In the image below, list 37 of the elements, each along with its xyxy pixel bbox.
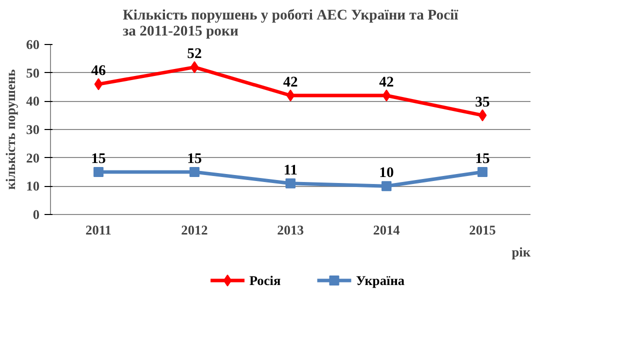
y-tick-label: 30 [26,122,40,137]
y-tick-label: 50 [26,65,40,80]
point [286,90,295,102]
point [190,167,200,177]
x-tick-label: 2015 [469,222,496,238]
y-axis-title: кількість порушень [3,69,18,190]
x-axis-title: рік [512,244,531,260]
point [190,61,199,74]
data-label: 35 [475,94,490,110]
x-tick-label: 2011 [86,222,112,238]
point [94,167,104,177]
point [94,78,103,90]
data-label: 15 [187,151,202,167]
x-tick-label: 2012 [181,222,208,238]
y-tick-label: 60 [26,37,40,52]
point [382,90,391,102]
chart-title: Кількість порушень у роботі АЕС України та Росії за 2011-2015 роки [122,8,460,40]
x-tick-label: 2014 [373,222,400,238]
point [478,109,487,122]
data-label: 11 [284,162,298,178]
y-tick-label: 20 [26,150,40,166]
point [382,181,392,192]
data-label: 42 [283,74,298,90]
x-tick-label: 2013 [277,222,304,238]
data-label: 42 [379,74,394,90]
data-label: 52 [187,46,202,62]
y-tick-label: 40 [26,94,40,109]
data-label: 15 [91,151,106,167]
data-label: 15 [475,151,490,167]
data-label: 10 [379,165,394,182]
y-tick-label: 0 [32,207,40,222]
y-tick-label: 10 [26,178,40,194]
point [286,178,296,188]
data-label: 46 [91,63,106,80]
legend-label: Росія [249,273,281,288]
legend-label: Україна [356,273,405,288]
point [478,167,488,177]
